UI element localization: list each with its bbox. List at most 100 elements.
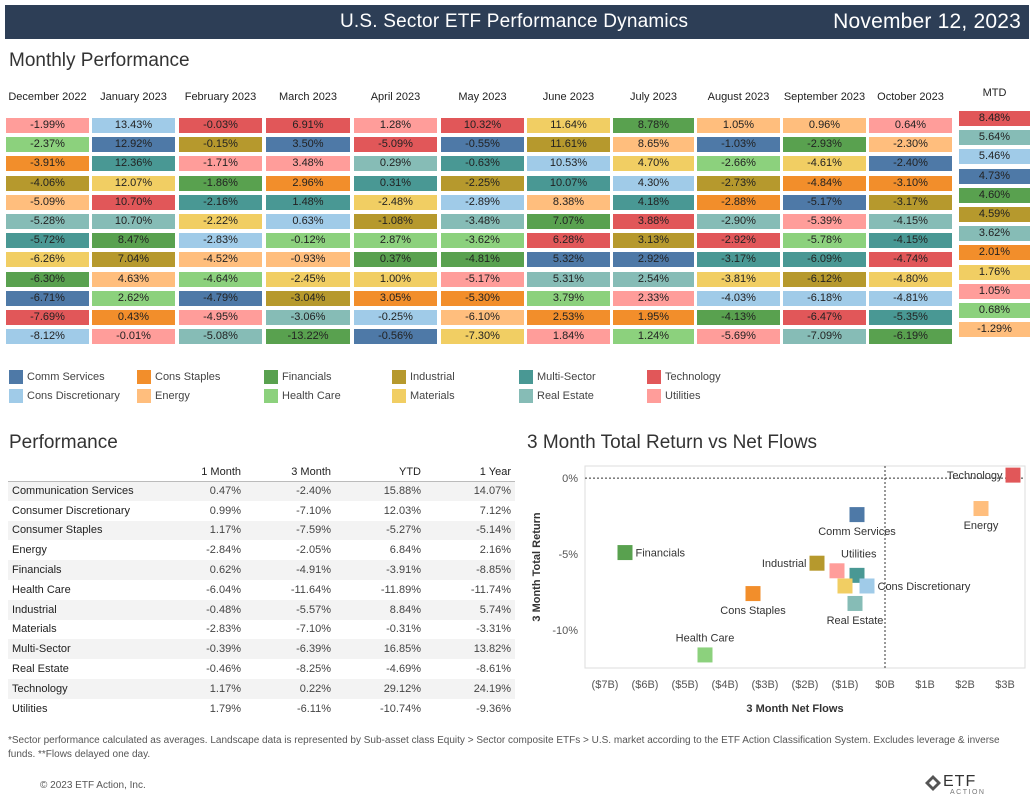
table-row: Industrial -0.48% -5.57% 8.84% 5.74%: [8, 599, 515, 620]
sector-name: Multi-Sector: [8, 639, 158, 660]
performance-table-header: 1 Month 3 Month YTD 1 Year: [8, 463, 515, 482]
performance-cell: -3.10%: [869, 175, 952, 191]
legend-item: Health Care: [264, 389, 341, 403]
performance-cell: 2.92%: [613, 252, 694, 268]
table-row: Materials -2.83% -7.10% -0.31% -3.31%: [8, 620, 515, 640]
month-header: August 2023: [707, 90, 770, 103]
table-cell: -6.39%: [245, 639, 335, 660]
table-cell: -11.74%: [470, 583, 511, 596]
performance-cell: -4.52%: [179, 252, 262, 268]
performance-cell: 2.33%: [613, 290, 694, 306]
month-header: December 2022: [8, 90, 87, 103]
performance-cell: 4.18%: [613, 194, 694, 210]
performance-cell: 7.04%: [92, 252, 175, 268]
legend-swatch: [264, 389, 278, 403]
month-header: MTD: [982, 86, 1007, 99]
logo-subtext: ACTION: [950, 789, 986, 796]
performance-cell: -4.81%: [869, 290, 952, 306]
table-cell: 16.85%: [335, 639, 425, 660]
performance-cell: -6.10%: [441, 310, 524, 325]
performance-cell: -2.30%: [869, 137, 952, 153]
performance-cell: -4.13%: [697, 310, 780, 325]
performance-cell: -5.17%: [783, 194, 866, 210]
table-cell: -6.11%: [296, 702, 331, 715]
legend-label: Industrial: [410, 371, 455, 383]
sector-name: Health Care: [12, 583, 71, 596]
performance-cell: -5.39%: [783, 214, 866, 229]
table-cell: -2.83%: [206, 623, 241, 636]
table-cell: 15.88%: [335, 481, 425, 501]
legend-item: Multi-Sector: [519, 370, 596, 384]
sector-name: Consumer Staples: [8, 520, 158, 541]
table-cell: 5.74%: [425, 599, 515, 620]
scatter-chart: ($7B) ($6B) ($5B) ($4B) ($3B) ($2B) ($1B) $0B $1…: [531, 465, 1026, 715]
point-label: Comm Services: [818, 526, 896, 538]
table-cell: 13.82%: [425, 639, 515, 660]
table-cell: -0.46%: [206, 663, 241, 676]
table-cell: -7.59%: [245, 520, 335, 541]
sector-name: Real Estate: [12, 663, 69, 676]
data-point: [745, 586, 761, 602]
performance-cell: -0.63%: [441, 156, 524, 172]
table-cell: -5.57%: [245, 599, 335, 620]
table-cell: -8.85%: [425, 560, 515, 580]
performance-cell: 0.31%: [354, 175, 437, 191]
performance-cell: 0.63%: [266, 214, 350, 229]
performance-cell: -4.81%: [441, 252, 524, 268]
performance-cell: -2.83%: [179, 233, 262, 249]
point-label: Industrial: [762, 558, 807, 570]
table-cell: -10.74%: [380, 702, 421, 715]
performance-cell: -2.93%: [783, 137, 866, 153]
data-point: [1005, 467, 1021, 483]
table-cell: -11.89%: [380, 583, 421, 596]
header-sector: [8, 463, 158, 482]
performance-cell: 6.28%: [527, 233, 610, 249]
table-cell: 1.17%: [158, 520, 245, 541]
x-tick-label: $2B: [955, 679, 975, 691]
performance-cell: 0.43%: [92, 310, 175, 325]
legend-label: Cons Staples: [155, 371, 221, 383]
performance-cell: 1.76%: [959, 264, 1030, 280]
scatter-title: 3 Month Total Return vs Net Flows: [527, 432, 818, 453]
plot-area: [584, 465, 1026, 669]
point-label: Financials: [636, 548, 686, 560]
performance-cell: 2.53%: [527, 310, 610, 325]
performance-cell: -0.03%: [179, 118, 262, 133]
data-point: [837, 578, 853, 594]
table-cell: 1.17%: [158, 678, 245, 699]
legend-swatch: [647, 389, 661, 403]
performance-cell: -0.55%: [441, 137, 524, 153]
performance-cell: 3.13%: [613, 233, 694, 249]
performance-cell: 10.70%: [92, 194, 175, 210]
point-label: Energy: [964, 520, 999, 532]
table-cell: -2.84%: [206, 544, 241, 557]
performance-cell: 8.65%: [613, 137, 694, 153]
performance-cell: -0.93%: [266, 252, 350, 268]
logo-text: ETF: [943, 773, 977, 790]
performance-cell: -2.45%: [266, 271, 350, 287]
performance-cell: 2.87%: [354, 233, 437, 249]
header-ytd: YTD: [335, 463, 425, 482]
performance-cell: 10.70%: [92, 214, 175, 229]
performance-cell: 4.30%: [613, 175, 694, 191]
table-cell: 2.16%: [479, 544, 511, 557]
table-row: Technology 1.17% 0.22% 29.12% 24.19%: [8, 678, 515, 699]
month-header: April 2023: [370, 90, 421, 103]
performance-cell: -6.09%: [783, 252, 866, 268]
performance-cell: -2.48%: [354, 194, 437, 210]
point-label: Real Estate: [827, 615, 884, 627]
performance-cell: -3.62%: [441, 233, 524, 249]
performance-cell: -6.12%: [783, 271, 866, 287]
performance-cell: -6.71%: [6, 290, 89, 306]
performance-cell: 1.95%: [613, 310, 694, 325]
table-cell: 0.99%: [209, 504, 241, 517]
point-label: Cons Staples: [720, 605, 786, 617]
y-tick-label: -10%: [552, 625, 578, 637]
table-cell: 6.84%: [389, 544, 421, 557]
legend-label: Technology: [665, 371, 721, 383]
performance-cell: 2.01%: [959, 245, 1030, 261]
header-1-year: 1 Year: [425, 463, 515, 482]
performance-cell: -6.18%: [783, 290, 866, 306]
performance-cell: -4.06%: [6, 175, 89, 191]
table-cell: -8.61%: [476, 663, 511, 676]
